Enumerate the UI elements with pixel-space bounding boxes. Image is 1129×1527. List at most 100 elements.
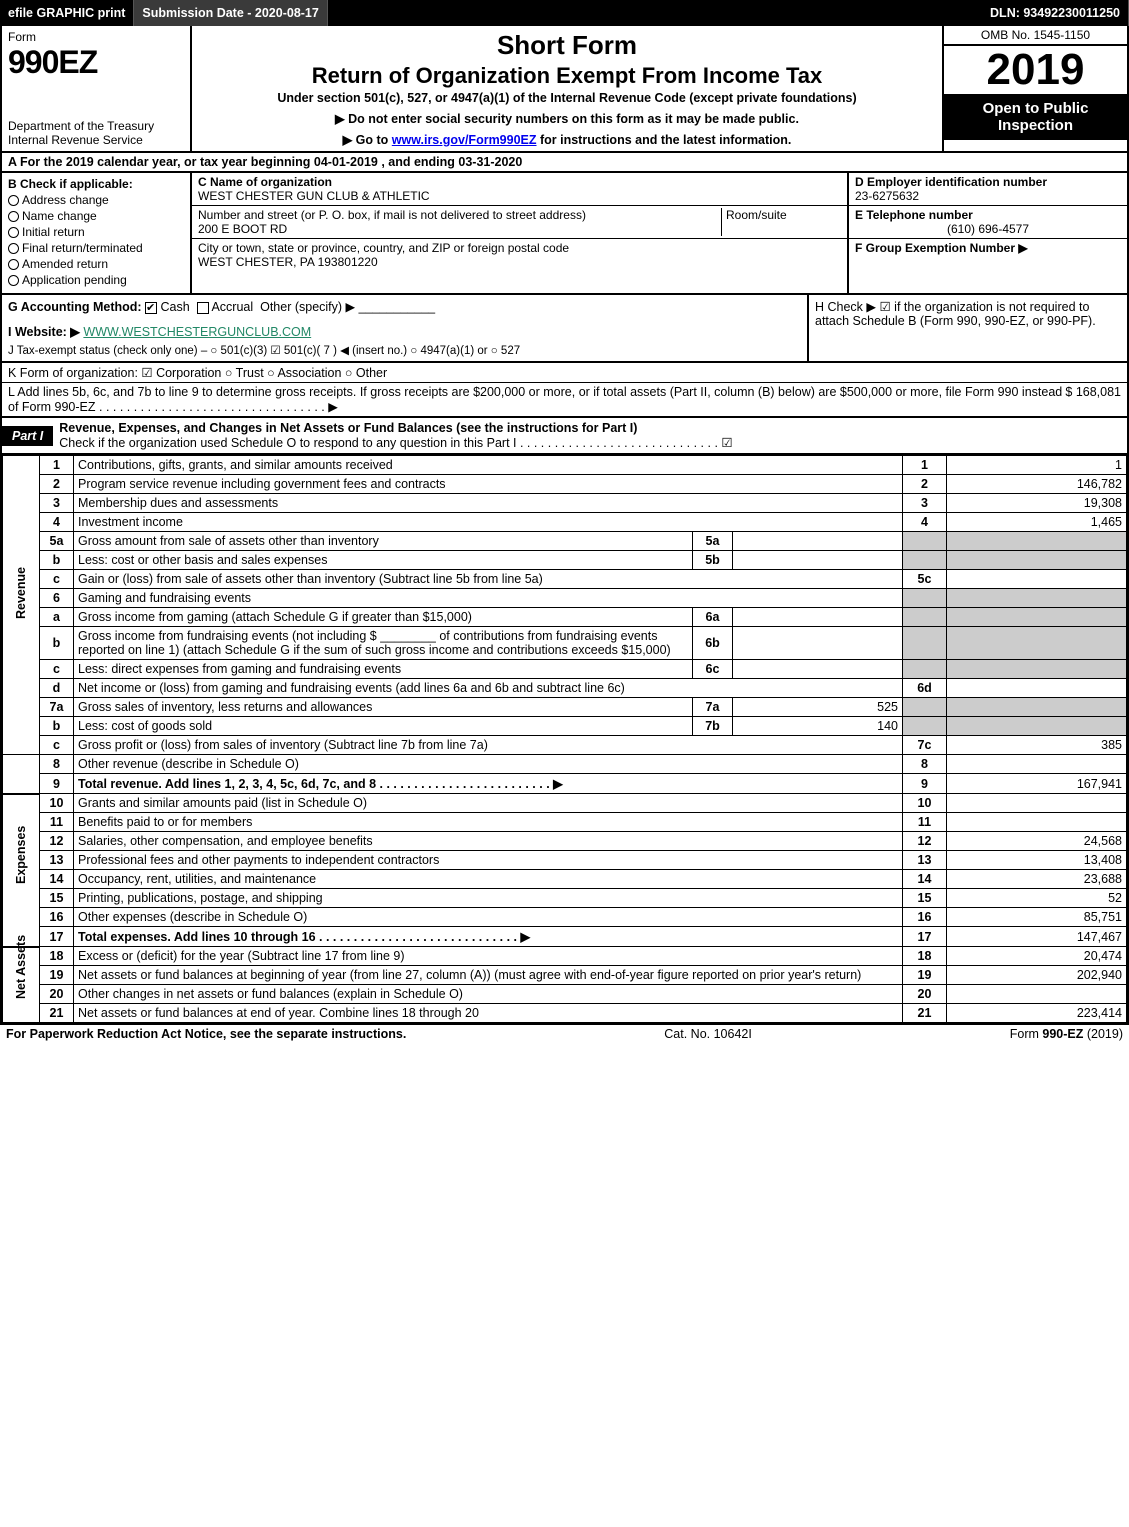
row-20: 20Other changes in net assets or fund ba… <box>3 985 1127 1004</box>
room-suite: Room/suite <box>721 208 841 236</box>
city-row: City or town, state or province, country… <box>192 239 847 271</box>
c-19: 19 <box>903 966 947 985</box>
n-15: 15 <box>40 889 74 908</box>
header-left: Form 990EZ Department of the Treasury In… <box>2 26 192 151</box>
form-number: 990EZ <box>8 44 184 81</box>
n-1: 1 <box>40 456 74 475</box>
v-12: 24,568 <box>947 832 1127 851</box>
phone-label: E Telephone number <box>855 208 973 222</box>
dept-irs: Internal Revenue Service <box>8 133 184 147</box>
box-c: C Name of organization WEST CHESTER GUN … <box>192 173 847 293</box>
header-middle: Short Form Return of Organization Exempt… <box>192 26 942 151</box>
side-revenue: Revenue <box>3 456 40 755</box>
efile-graphic-print[interactable]: efile GRAPHIC print <box>0 0 134 26</box>
chk-initial[interactable]: Initial return <box>8 225 184 239</box>
city-state-zip: WEST CHESTER, PA 193801220 <box>198 255 378 269</box>
c-6-shade <box>903 589 947 608</box>
v-15: 52 <box>947 889 1127 908</box>
box-b: B Check if applicable: Address change Na… <box>2 173 192 293</box>
chk-address-change[interactable]: Address change <box>8 193 184 207</box>
sv-6a <box>733 608 903 627</box>
sv-5a <box>733 532 903 551</box>
chk-pending[interactable]: Application pending <box>8 273 184 287</box>
irs-link[interactable]: www.irs.gov/Form990EZ <box>392 133 537 147</box>
row-7b: bLess: cost of goods sold7b140 <box>3 717 1127 736</box>
bullet-ssn: ▶ Do not enter social security numbers o… <box>200 111 934 126</box>
n-8: 8 <box>40 755 74 774</box>
row-13: 13Professional fees and other payments t… <box>3 851 1127 870</box>
c-2: 2 <box>903 475 947 494</box>
t-8: Other revenue (describe in Schedule O) <box>74 755 903 774</box>
row-5a: 5aGross amount from sale of assets other… <box>3 532 1127 551</box>
row-6c: cLess: direct expenses from gaming and f… <box>3 660 1127 679</box>
info-right: D Employer identification number 23-6275… <box>847 173 1127 293</box>
circle-icon <box>8 195 19 206</box>
n-10: 10 <box>40 794 74 813</box>
footer-mid: Cat. No. 10642I <box>664 1027 752 1041</box>
street-row: Number and street (or P. O. box, if mail… <box>192 206 847 239</box>
v-6a-shade <box>947 608 1127 627</box>
sv-7b: 140 <box>733 717 903 736</box>
n-3: 3 <box>40 494 74 513</box>
row-5c: cGain or (loss) from sale of assets othe… <box>3 570 1127 589</box>
v-1: 1 <box>947 456 1127 475</box>
v-17: 147,467 <box>947 927 1127 947</box>
form-container: Form 990EZ Department of the Treasury In… <box>0 26 1129 1025</box>
checkbox-accrual-icon[interactable] <box>197 302 209 314</box>
row-l-amount: $ 168,081 <box>1065 385 1121 414</box>
box-e: E Telephone number (610) 696-4577 <box>849 206 1127 239</box>
opt-pending: Application pending <box>22 273 127 287</box>
sc-7b: 7b <box>693 717 733 736</box>
n-6c: c <box>40 660 74 679</box>
circle-icon <box>8 227 19 238</box>
t-6d: Net income or (loss) from gaming and fun… <box>74 679 903 698</box>
t-6a: Gross income from gaming (attach Schedul… <box>74 608 693 627</box>
t-20: Other changes in net assets or fund bala… <box>74 985 903 1004</box>
checkbox-cash-icon[interactable] <box>145 302 157 314</box>
v-19: 202,940 <box>947 966 1127 985</box>
n-19: 19 <box>40 966 74 985</box>
circle-icon <box>8 211 19 222</box>
row-7c: cGross profit or (loss) from sales of in… <box>3 736 1127 755</box>
row-j: J Tax-exempt status (check only one) – ○… <box>8 343 801 357</box>
c-18: 18 <box>903 947 947 966</box>
part1-header: Part I Revenue, Expenses, and Changes in… <box>2 418 1127 455</box>
top-bar: efile GRAPHIC print Submission Date - 20… <box>0 0 1129 26</box>
box-h: H Check ▶ ☑ if the organization is not r… <box>807 295 1127 361</box>
submission-date: Submission Date - 2020-08-17 <box>134 0 327 26</box>
row-17: 17Total expenses. Add lines 10 through 1… <box>3 927 1127 947</box>
chk-final[interactable]: Final return/terminated <box>8 241 184 255</box>
sv-7a: 525 <box>733 698 903 717</box>
form-word: Form <box>8 30 184 44</box>
opt-initial: Initial return <box>22 225 85 239</box>
footer-right: Form 990-EZ (2019) <box>1010 1027 1123 1041</box>
chk-amended[interactable]: Amended return <box>8 257 184 271</box>
row-18: Net Assets 18Excess or (deficit) for the… <box>3 947 1127 966</box>
t-2: Program service revenue including govern… <box>74 475 903 494</box>
sc-5a: 5a <box>693 532 733 551</box>
sv-6b <box>733 627 903 660</box>
side-netassets: Net Assets <box>3 947 40 1023</box>
goto-post: for instructions and the latest informat… <box>537 133 792 147</box>
topbar-spacer <box>328 0 982 26</box>
side-rev-cont <box>3 755 40 794</box>
row-9: 9Total revenue. Add lines 1, 2, 3, 4, 5c… <box>3 774 1127 794</box>
v-2: 146,782 <box>947 475 1127 494</box>
t-12: Salaries, other compensation, and employ… <box>74 832 903 851</box>
v-11 <box>947 813 1127 832</box>
website-link[interactable]: WWW.WESTCHESTERGUNCLUB.COM <box>83 325 311 339</box>
form-header: Form 990EZ Department of the Treasury In… <box>2 26 1127 153</box>
omb-number: OMB No. 1545-1150 <box>944 26 1127 46</box>
t-6: Gaming and fundraising events <box>74 589 903 608</box>
chk-name-change[interactable]: Name change <box>8 209 184 223</box>
row-5b: bLess: cost or other basis and sales exp… <box>3 551 1127 570</box>
row-4: 4Investment income41,465 <box>3 513 1127 532</box>
t-16: Other expenses (describe in Schedule O) <box>74 908 903 927</box>
n-5b: b <box>40 551 74 570</box>
part1-tag: Part I <box>2 426 53 446</box>
footer: For Paperwork Reduction Act Notice, see … <box>0 1025 1129 1043</box>
c-7b-shade <box>903 717 947 736</box>
sc-6c: 6c <box>693 660 733 679</box>
opt-name: Name change <box>22 209 97 223</box>
c-7c: 7c <box>903 736 947 755</box>
